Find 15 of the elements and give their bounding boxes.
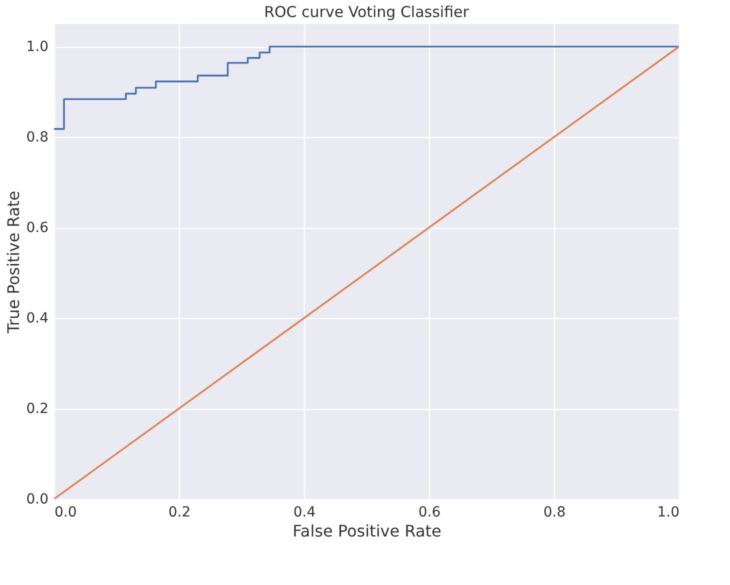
y-axis-title: True Positive Rate	[4, 190, 24, 334]
y-tick-label: 0.2	[26, 401, 48, 418]
x-tick-label: 0.6	[418, 504, 441, 520]
y-tick-label: 0.8	[26, 130, 48, 146]
y-tick-label: 1.0	[26, 39, 48, 56]
chart-title: ROC curve Voting Classifier	[264, 3, 470, 21]
x-tick-label: 0.2	[168, 504, 191, 520]
x-tick-label: 0.4	[293, 504, 316, 520]
y-tick-label: 0.4	[26, 310, 49, 327]
x-axis-title: False Positive Rate	[292, 522, 442, 540]
x-tick-label: 1.0	[657, 504, 680, 520]
x-tick-label: 0.8	[543, 504, 566, 520]
y-tick-label: 0.6	[26, 220, 49, 236]
y-tick-label: 0.0	[26, 492, 48, 508]
x-tick-label: 0.0	[54, 504, 77, 520]
